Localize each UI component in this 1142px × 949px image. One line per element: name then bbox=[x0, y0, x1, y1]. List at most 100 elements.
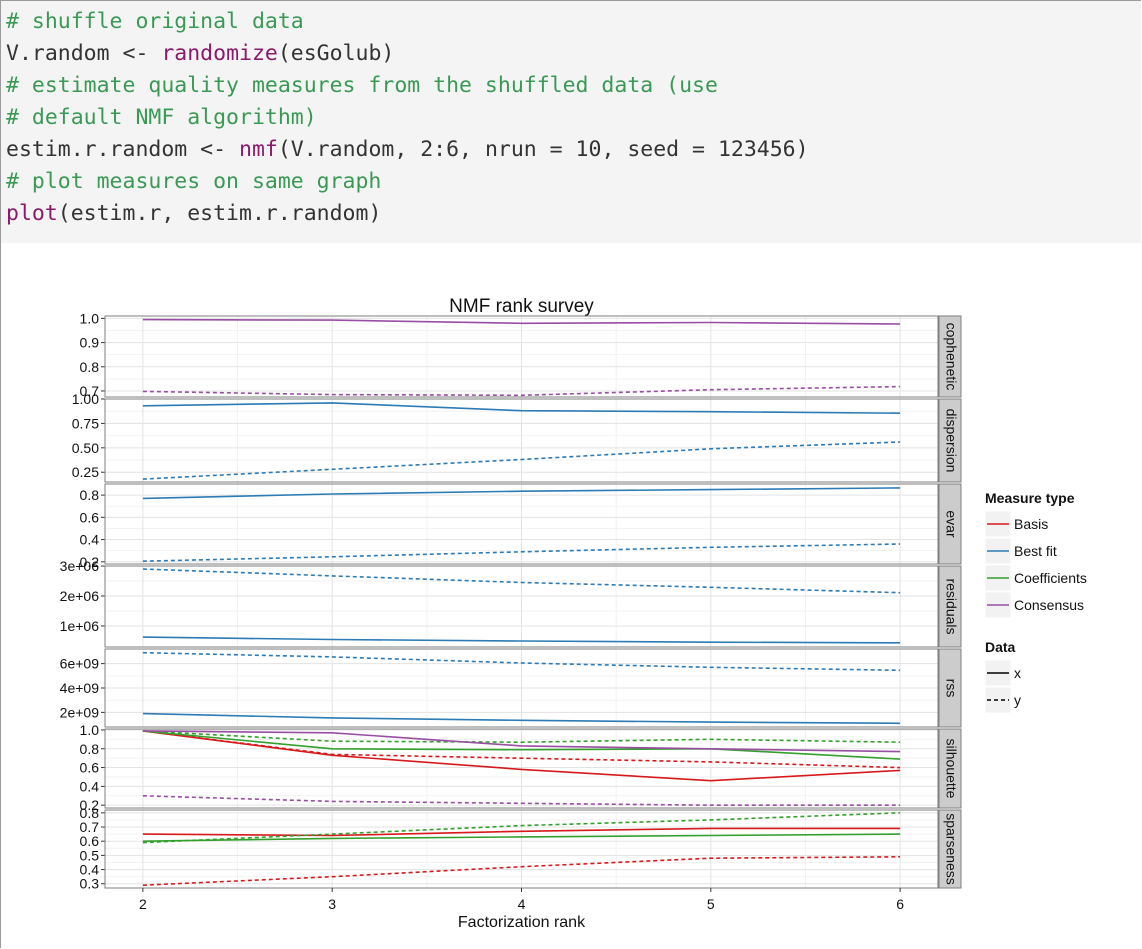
code-text: (V.random, 2:6, nrun = 10, seed = 123456… bbox=[277, 137, 809, 162]
series-line bbox=[142, 833, 901, 842]
series-line bbox=[142, 568, 901, 594]
y-tick-label: 3e+06 bbox=[60, 558, 100, 574]
legend-title-data: Data bbox=[985, 639, 1016, 655]
y-tick-label: 0.25 bbox=[72, 464, 99, 480]
legend-label: Best fit bbox=[1014, 543, 1057, 559]
y-tick-label: 0.8 bbox=[80, 487, 100, 503]
code-comment: # plot measures on same graph bbox=[6, 169, 382, 194]
x-tick-label: 6 bbox=[896, 896, 904, 912]
legend-title-measure: Measure type bbox=[985, 490, 1075, 506]
code-function: nmf bbox=[239, 137, 278, 162]
y-tick-label: 0.3 bbox=[80, 876, 100, 892]
code-text: estim.r.random <- bbox=[6, 137, 239, 162]
series-line bbox=[142, 385, 901, 397]
code-line: # shuffle original data bbox=[6, 7, 304, 36]
legend-label: Basis bbox=[1014, 516, 1048, 532]
y-tick-label: 0.9 bbox=[80, 335, 100, 351]
y-tick-label: 1.0 bbox=[80, 722, 100, 738]
series-line bbox=[142, 730, 901, 769]
panel-border bbox=[104, 315, 939, 398]
strip-label: dispersion bbox=[943, 409, 959, 473]
panel-border bbox=[104, 648, 939, 728]
x-tick-label: 5 bbox=[707, 896, 715, 912]
y-tick-label: 0.6 bbox=[80, 509, 100, 525]
strip-background bbox=[938, 728, 962, 809]
y-tick-label: 2e+09 bbox=[60, 704, 100, 720]
y-tick-label: 0.50 bbox=[72, 440, 99, 456]
strip-label: cophenetic bbox=[943, 323, 959, 391]
series-line bbox=[142, 730, 901, 760]
code-line: V.random <- randomize(esGolub) bbox=[6, 39, 394, 68]
code-text: (estim.r, estim.r.random) bbox=[57, 201, 382, 226]
x-axis-label: Factorization rank bbox=[458, 914, 586, 931]
y-tick-label: 0.2 bbox=[80, 554, 100, 570]
code-line: # plot measures on same graph bbox=[6, 167, 381, 196]
series-line bbox=[142, 712, 901, 725]
series-line bbox=[142, 651, 901, 672]
panel-border bbox=[104, 483, 939, 565]
strip-label: sparseness bbox=[943, 813, 959, 885]
series-line bbox=[142, 856, 901, 886]
code-line: estim.r.random <- nmf(V.random, 2:6, nru… bbox=[6, 135, 809, 164]
code-text: (esGolub) bbox=[277, 41, 395, 66]
strip-background bbox=[938, 648, 962, 728]
nmf-rank-survey-chart: NMF rank survey0.70.80.91.0cophenetic0.2… bbox=[60, 296, 1087, 931]
strip-background bbox=[938, 398, 962, 483]
strip-background bbox=[938, 315, 962, 398]
y-tick-label: 0.6 bbox=[80, 760, 100, 776]
strip-label: silhouette bbox=[943, 739, 959, 799]
panel-border bbox=[104, 565, 939, 648]
y-tick-label: 0.2 bbox=[80, 797, 100, 813]
y-tick-label: 2e+06 bbox=[60, 588, 100, 604]
code-comment: # shuffle original data bbox=[6, 9, 304, 34]
series-line bbox=[142, 812, 901, 844]
code-line: # default NMF algorithm) bbox=[6, 103, 317, 132]
legend-label: Coefficients bbox=[1014, 570, 1087, 586]
y-tick-label: 0.8 bbox=[80, 359, 100, 375]
code-function: plot bbox=[6, 201, 58, 226]
series-line bbox=[142, 795, 901, 807]
series-line bbox=[142, 636, 901, 644]
y-tick-label: 0.4 bbox=[80, 778, 100, 794]
y-tick-label: 1.0 bbox=[80, 310, 100, 326]
y-tick-label: 1.00 bbox=[72, 391, 99, 407]
y-tick-label: 0.8 bbox=[80, 805, 100, 821]
code-line: plot(estim.r, estim.r.random) bbox=[6, 199, 381, 228]
legend-label: Consensus bbox=[1014, 597, 1084, 613]
y-tick-label: 6e+09 bbox=[60, 656, 100, 672]
panel-border bbox=[104, 728, 939, 809]
chart-title: NMF rank survey bbox=[449, 296, 594, 317]
y-tick-label: 0.75 bbox=[72, 415, 99, 431]
x-tick-label: 4 bbox=[518, 896, 526, 912]
code-block: # shuffle original data V.random <- rando… bbox=[1, 1, 1141, 243]
y-tick-label: 0.5 bbox=[80, 847, 100, 863]
strip-label: residuals bbox=[943, 578, 959, 634]
series-line bbox=[142, 730, 901, 753]
series-line bbox=[142, 487, 901, 500]
y-tick-label: 0.8 bbox=[80, 741, 100, 757]
series-line bbox=[142, 402, 901, 414]
code-function: randomize bbox=[161, 41, 278, 66]
series-line bbox=[142, 827, 901, 837]
series-line bbox=[142, 543, 901, 562]
y-tick-label: 0.4 bbox=[80, 862, 100, 878]
y-tick-label: 0.6 bbox=[80, 833, 100, 849]
y-tick-label: 0.7 bbox=[80, 383, 100, 399]
strip-label: evar bbox=[943, 510, 959, 538]
code-line: # estimate quality measures from the shu… bbox=[6, 71, 718, 100]
legend-label: x bbox=[1014, 665, 1021, 681]
y-tick-label: 0.7 bbox=[80, 819, 100, 835]
x-tick-label: 2 bbox=[139, 896, 147, 912]
code-comment: # default NMF algorithm) bbox=[6, 105, 317, 130]
x-tick-label: 3 bbox=[328, 896, 336, 912]
strip-label: rss bbox=[943, 679, 959, 698]
panel-border bbox=[104, 398, 939, 483]
strip-background bbox=[938, 483, 962, 565]
y-tick-label: 1e+06 bbox=[60, 618, 100, 634]
series-line bbox=[142, 318, 901, 325]
code-comment: # estimate quality measures from the shu… bbox=[6, 73, 718, 98]
strip-background bbox=[938, 565, 962, 648]
y-tick-label: 4e+09 bbox=[60, 680, 100, 696]
legend-label: y bbox=[1014, 692, 1021, 708]
